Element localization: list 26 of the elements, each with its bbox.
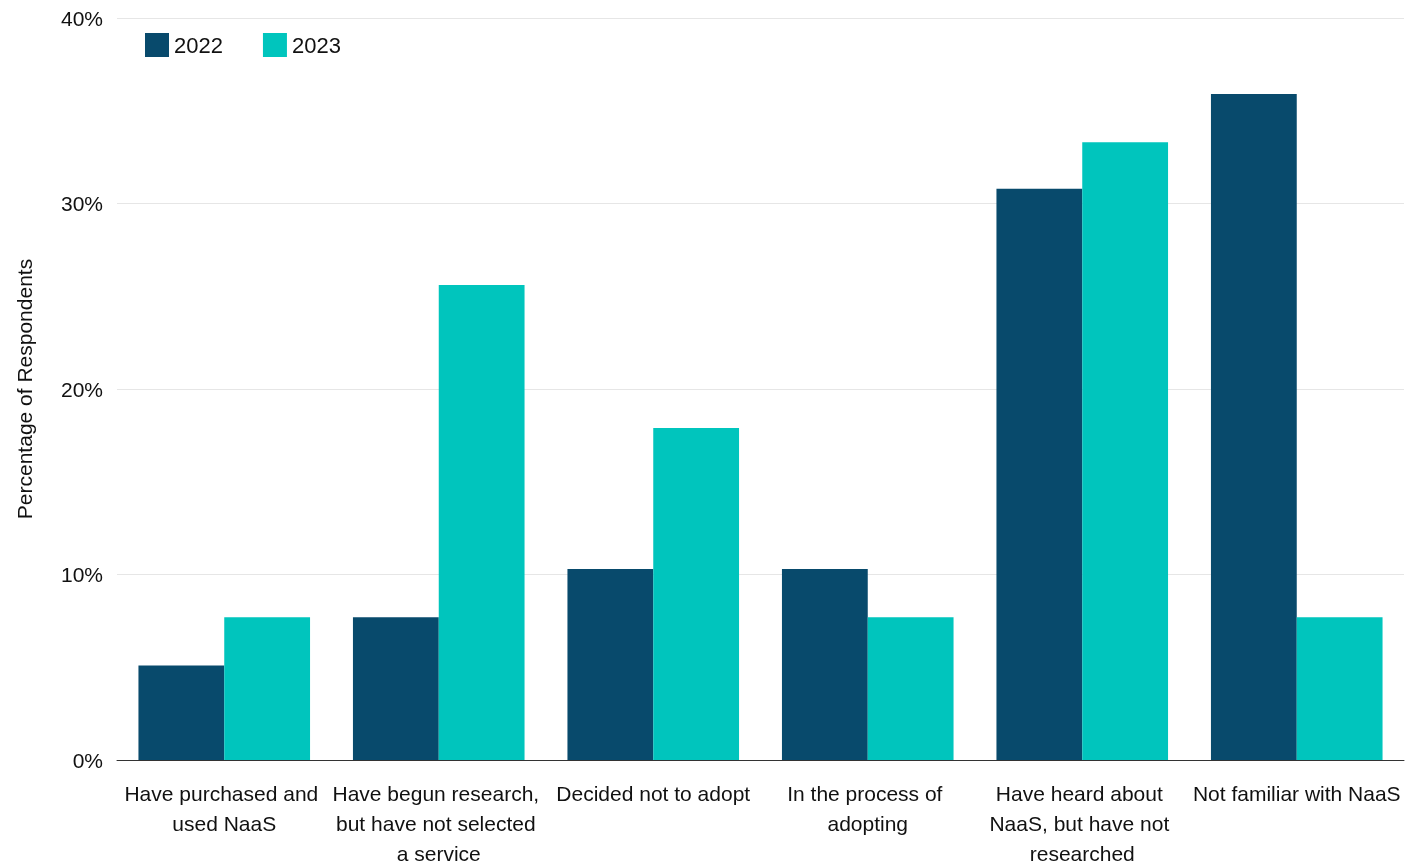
bar: [996, 188, 1083, 760]
bar: [1082, 142, 1169, 760]
y-axis-title: Percentage of Respondents: [13, 258, 36, 520]
y-tick-label: 30%: [60, 192, 103, 215]
bar: [567, 568, 654, 760]
bar: [1210, 94, 1297, 760]
bar: [1296, 617, 1383, 760]
y-tick-label: 10%: [60, 563, 103, 586]
y-tick-label: 40%: [60, 6, 103, 30]
bar: [867, 617, 954, 760]
x-tick-label: Have purchased and used NaaS: [124, 781, 325, 835]
legend-label: 2022: [174, 32, 223, 58]
y-tick-label: 20%: [60, 377, 103, 401]
x-tick-label: Have heard about NaaS, but have not researched: [989, 781, 1176, 865]
x-tick-label: In the process of adopting: [787, 781, 949, 835]
y-tick-label: 0%: [72, 748, 103, 772]
x-tick-label: Have begun research, but have not selected a service: [332, 781, 545, 865]
bar: [653, 427, 740, 760]
legend-label: 2023: [291, 32, 341, 58]
bar: [438, 285, 525, 760]
bar: [352, 617, 439, 760]
x-tick-label: Not familiar with NaaS: [1192, 781, 1401, 805]
bar: [781, 568, 868, 760]
x-tick-label: Decided not to adopt: [556, 781, 751, 805]
bar: [224, 617, 311, 760]
bar: [138, 665, 225, 760]
